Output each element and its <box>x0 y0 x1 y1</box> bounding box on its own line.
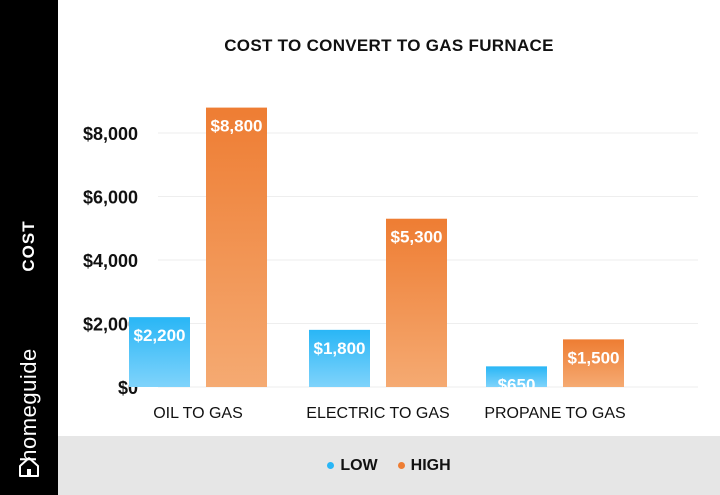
sidebar: COST homeguide <box>0 0 58 495</box>
legend: LOW HIGH <box>58 436 720 495</box>
y-axis-title: COST <box>19 220 38 272</box>
bar-high <box>386 218 447 387</box>
house-icon <box>19 457 39 477</box>
data-label-low: $650 <box>498 375 536 394</box>
bar-high <box>206 107 267 387</box>
legend-dot-high <box>397 462 405 469</box>
x-tick-label: ELECTRIC TO GAS <box>306 405 449 422</box>
legend-item-low: LOW <box>327 456 378 475</box>
legend-item-high: HIGH <box>397 456 451 475</box>
y-tick-label: $6,000 <box>83 188 138 208</box>
data-label-low: $2,200 <box>134 326 186 345</box>
bars: $2,200 $8,800 $1,800 $5,300 $650 $1,500 <box>129 107 624 394</box>
data-label-high: $1,500 <box>568 348 620 367</box>
y-tick-label: $8,000 <box>83 124 138 144</box>
bar-low <box>486 366 547 387</box>
bar-high <box>563 339 624 387</box>
bar-low <box>129 317 190 387</box>
brand-name: homeguide <box>16 348 41 462</box>
legend-label-low: LOW <box>340 456 378 474</box>
data-label-high: $8,800 <box>211 117 263 136</box>
x-axis-ticks: OIL TO GAS ELECTRIC TO GAS PROPANE TO GAS <box>153 405 625 422</box>
data-label-high: $5,300 <box>391 228 443 247</box>
bar-chart: $0$2,000$4,000$6,000$8,000 $2,200$8,800$… <box>83 107 698 422</box>
x-tick-label: PROPANE TO GAS <box>484 405 625 422</box>
bar-low <box>309 329 370 387</box>
data-label-low: $1,800 <box>314 339 366 358</box>
y-tick-label: $2,000 <box>83 315 138 335</box>
chart-title: COST TO CONVERT TO GAS FURNACE <box>224 36 554 55</box>
legend-dot-low <box>327 462 335 469</box>
y-tick-label: $4,000 <box>83 251 138 271</box>
legend-label-high: HIGH <box>410 456 451 474</box>
x-tick-label: OIL TO GAS <box>153 405 243 422</box>
y-axis-ticks: $0$2,000$4,000$6,000$8,000 <box>83 124 138 398</box>
